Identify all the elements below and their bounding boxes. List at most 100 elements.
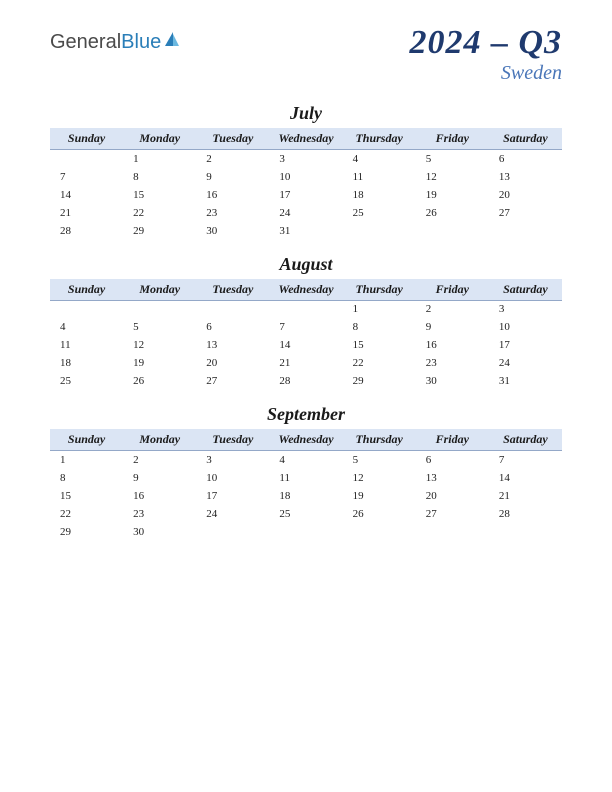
calendar-cell: 18 bbox=[50, 354, 123, 372]
day-header: Sunday bbox=[50, 429, 123, 451]
calendar-cell: 5 bbox=[416, 150, 489, 168]
calendar-row: 78910111213 bbox=[50, 168, 562, 186]
day-header: Thursday bbox=[343, 128, 416, 150]
day-header: Tuesday bbox=[196, 128, 269, 150]
month-name: July bbox=[50, 103, 562, 124]
calendar-cell: 14 bbox=[489, 469, 562, 487]
calendar-cell: 12 bbox=[343, 469, 416, 487]
calendar-cell: 29 bbox=[50, 523, 123, 541]
logo-sail-icon bbox=[163, 30, 181, 54]
calendar-row: 14151617181920 bbox=[50, 186, 562, 204]
calendar-row: 22232425262728 bbox=[50, 505, 562, 523]
calendar-cell: 28 bbox=[489, 505, 562, 523]
calendar-cell bbox=[196, 300, 269, 318]
day-header: Saturday bbox=[489, 279, 562, 301]
calendar-cell: 6 bbox=[416, 451, 489, 469]
calendar-cell bbox=[416, 523, 489, 541]
calendar-cell: 6 bbox=[489, 150, 562, 168]
calendar-cell: 21 bbox=[489, 487, 562, 505]
calendar-cell bbox=[343, 523, 416, 541]
calendar-cell: 4 bbox=[50, 318, 123, 336]
calendar-cell bbox=[269, 300, 342, 318]
calendar-cell: 2 bbox=[196, 150, 269, 168]
logo: GeneralBlue bbox=[50, 30, 181, 54]
calendar-cell: 26 bbox=[343, 505, 416, 523]
calendar-cell: 3 bbox=[269, 150, 342, 168]
calendar-cell: 29 bbox=[123, 222, 196, 240]
calendar-cell: 9 bbox=[196, 168, 269, 186]
calendar-cell: 10 bbox=[269, 168, 342, 186]
calendar-cell: 7 bbox=[489, 451, 562, 469]
day-header: Friday bbox=[416, 128, 489, 150]
calendar-cell: 11 bbox=[269, 469, 342, 487]
calendar-cell: 5 bbox=[343, 451, 416, 469]
calendar-row: 123 bbox=[50, 300, 562, 318]
calendar-cell: 2 bbox=[123, 451, 196, 469]
calendar-cell bbox=[269, 523, 342, 541]
calendar-cell: 16 bbox=[123, 487, 196, 505]
day-header: Wednesday bbox=[269, 279, 342, 301]
calendar-cell: 1 bbox=[50, 451, 123, 469]
calendar-cell: 13 bbox=[196, 336, 269, 354]
calendar-table: SundayMondayTuesdayWednesdayThursdayFrid… bbox=[50, 429, 562, 541]
calendar-row: 2930 bbox=[50, 523, 562, 541]
logo-text-blue: Blue bbox=[121, 31, 161, 54]
calendar-cell: 23 bbox=[416, 354, 489, 372]
calendar-cell: 31 bbox=[489, 372, 562, 390]
calendar-cell bbox=[123, 300, 196, 318]
calendar-cell: 3 bbox=[196, 451, 269, 469]
calendar-row: 123456 bbox=[50, 150, 562, 168]
calendar-table: SundayMondayTuesdayWednesdayThursdayFrid… bbox=[50, 279, 562, 391]
calendar-cell: 30 bbox=[196, 222, 269, 240]
calendar-cell bbox=[50, 150, 123, 168]
calendar-cell: 11 bbox=[343, 168, 416, 186]
calendar-cell: 27 bbox=[196, 372, 269, 390]
calendar-cell: 12 bbox=[123, 336, 196, 354]
calendar-cell: 10 bbox=[196, 469, 269, 487]
month-block: SeptemberSundayMondayTuesdayWednesdayThu… bbox=[50, 404, 562, 541]
calendar-cell: 18 bbox=[269, 487, 342, 505]
calendar-cell: 8 bbox=[50, 469, 123, 487]
calendar-cell: 17 bbox=[489, 336, 562, 354]
day-header: Friday bbox=[416, 429, 489, 451]
calendar-cell bbox=[196, 523, 269, 541]
day-header: Wednesday bbox=[269, 128, 342, 150]
day-header: Monday bbox=[123, 128, 196, 150]
calendar-cell: 12 bbox=[416, 168, 489, 186]
calendar-cell: 17 bbox=[269, 186, 342, 204]
calendar-cell: 1 bbox=[123, 150, 196, 168]
calendar-cell: 21 bbox=[269, 354, 342, 372]
day-header: Wednesday bbox=[269, 429, 342, 451]
calendar-cell: 14 bbox=[50, 186, 123, 204]
month-block: AugustSundayMondayTuesdayWednesdayThursd… bbox=[50, 254, 562, 391]
calendar-cell: 4 bbox=[269, 451, 342, 469]
day-header: Tuesday bbox=[196, 429, 269, 451]
calendar-cell: 11 bbox=[50, 336, 123, 354]
calendar-cell: 20 bbox=[196, 354, 269, 372]
calendar-cell: 25 bbox=[269, 505, 342, 523]
calendar-row: 1234567 bbox=[50, 451, 562, 469]
calendar-cell: 26 bbox=[123, 372, 196, 390]
calendar-cell: 28 bbox=[269, 372, 342, 390]
day-header: Sunday bbox=[50, 279, 123, 301]
calendar-cell: 9 bbox=[416, 318, 489, 336]
calendar-cell: 23 bbox=[196, 204, 269, 222]
calendar-cell: 13 bbox=[489, 168, 562, 186]
calendar-cell: 21 bbox=[50, 204, 123, 222]
day-header: Thursday bbox=[343, 429, 416, 451]
calendar-cell: 28 bbox=[50, 222, 123, 240]
calendar-cell: 8 bbox=[343, 318, 416, 336]
calendar-cell: 7 bbox=[269, 318, 342, 336]
calendar-cell: 22 bbox=[123, 204, 196, 222]
month-block: JulySundayMondayTuesdayWednesdayThursday… bbox=[50, 103, 562, 240]
calendar-cell: 9 bbox=[123, 469, 196, 487]
day-header: Monday bbox=[123, 429, 196, 451]
header: GeneralBlue 2024 – Q3 Sweden bbox=[50, 24, 562, 85]
calendar-cell: 20 bbox=[416, 487, 489, 505]
calendar-cell: 30 bbox=[123, 523, 196, 541]
calendar-cell: 2 bbox=[416, 300, 489, 318]
calendar-cell: 15 bbox=[343, 336, 416, 354]
calendar-cell: 6 bbox=[196, 318, 269, 336]
calendar-row: 21222324252627 bbox=[50, 204, 562, 222]
calendar-cell: 8 bbox=[123, 168, 196, 186]
